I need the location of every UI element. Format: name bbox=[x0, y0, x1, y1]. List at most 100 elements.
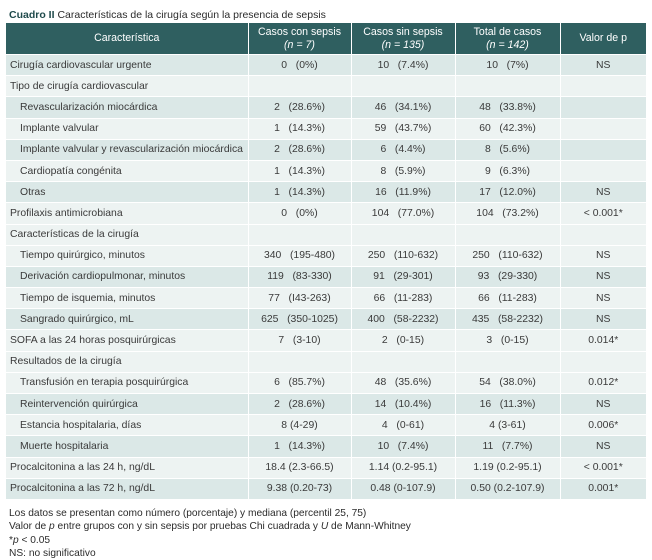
cell-characteristic: Tipo de cirugía cardiovascular bbox=[6, 75, 249, 97]
cell-without-sepsis: 16 (11.9%) bbox=[351, 181, 456, 203]
cell-characteristic: Reintervención quirúrgica bbox=[6, 392, 249, 415]
header-total: Total de casos (n = 142) bbox=[455, 23, 561, 55]
table-row: SOFA a las 24 horas posquirúrgicas 7 (3-1… bbox=[6, 329, 646, 352]
cell-with-sepsis: 77 (I43-263) bbox=[248, 287, 352, 309]
cell-p-value: NS bbox=[560, 265, 646, 288]
cell-total bbox=[455, 75, 561, 97]
cell-without-sepsis: 48 (35.6%) bbox=[351, 371, 456, 394]
cell-p-value: < 0.001* bbox=[560, 456, 646, 479]
table-row: Cirugía cardiovascular urgente 0 (0%) 10 (… bbox=[6, 53, 646, 76]
cell-characteristic: Resultados de la cirugía bbox=[6, 350, 249, 373]
header-without-sepsis: Casos sin sepsis (n = 135) bbox=[351, 23, 456, 55]
cell-p-value bbox=[560, 96, 646, 119]
table-row: Muerte hospitalaria 1 (14.3%) 10 (7.4%) 11 … bbox=[6, 435, 646, 458]
cell-with-sepsis: 2 (28.6%) bbox=[248, 392, 352, 415]
table-row: Procalcitonina a las 24 h, ng/dL 18.4 (2.… bbox=[6, 456, 646, 479]
cell-without-sepsis: 91 (29-301) bbox=[351, 265, 456, 288]
section-row: Resultados de la cirugía bbox=[6, 350, 646, 373]
cell-p-value: NS bbox=[560, 435, 646, 458]
header-row: Característica Casos con sepsis (n = 7) … bbox=[6, 23, 646, 55]
cell-without-sepsis: 66 (11-283) bbox=[351, 287, 456, 309]
cell-characteristic: Implante valvular y revascularización mi… bbox=[6, 138, 249, 161]
caption-text: Características de la cirugía según la p… bbox=[57, 9, 326, 21]
cell-with-sepsis: 7 (3-10) bbox=[248, 329, 352, 352]
cell-p-value: 0.012* bbox=[560, 371, 646, 394]
table-row: Procalcitonina a las 72 h, ng/dL 9.38 (0.… bbox=[6, 477, 646, 499]
header-characteristic: Característica bbox=[6, 23, 249, 55]
cell-without-sepsis bbox=[351, 350, 456, 373]
header-without-sepsis-n: (n = 135) bbox=[381, 38, 425, 51]
cell-without-sepsis: 10 (7.4%) bbox=[351, 53, 456, 76]
cell-p-value: NS bbox=[560, 287, 646, 309]
cell-total: 104 (73.2%) bbox=[455, 202, 561, 224]
cell-without-sepsis: 250 (110-632) bbox=[351, 244, 456, 267]
section-row: Características de la cirugía bbox=[6, 223, 646, 246]
cell-with-sepsis bbox=[248, 75, 352, 97]
footnote-ns: NS: no significativo bbox=[9, 547, 96, 559]
cell-p-value: NS bbox=[560, 181, 646, 203]
cell-without-sepsis: 400 (58-2232) bbox=[351, 308, 456, 330]
results-table: Característica Casos con sepsis (n = 7) … bbox=[6, 23, 646, 499]
cell-characteristic: Revascularización miocárdica bbox=[6, 96, 249, 119]
cell-with-sepsis: 0 (0%) bbox=[248, 202, 352, 224]
cell-with-sepsis: 119 (83-330) bbox=[248, 265, 352, 288]
cell-characteristic: Cirugía cardiovascular urgente bbox=[6, 53, 249, 76]
table-row: Tiempo quirúrgico, minutos 340 (195-480) 2… bbox=[6, 244, 646, 267]
cell-total: 250 (110-632) bbox=[455, 244, 561, 267]
cell-p-value: 0.006* bbox=[560, 414, 646, 436]
cell-total: 8 (5.6%) bbox=[455, 138, 561, 161]
cell-total: 0.50 (0.2-107.9) bbox=[455, 477, 561, 499]
cell-without-sepsis: 6 (4.4%) bbox=[351, 138, 456, 161]
cell-without-sepsis: 10 (7.4%) bbox=[351, 435, 456, 458]
table-row: Cardiopatía congénita 1 (14.3%) 8 (5.9%) 9 … bbox=[6, 159, 646, 182]
cell-p-value bbox=[560, 75, 646, 97]
cell-characteristic: Profilaxis antimicrobiana bbox=[6, 202, 249, 224]
cell-characteristic: Procalcitonina a las 24 h, ng/dL bbox=[6, 456, 249, 479]
header-with-sepsis: Casos con sepsis (n = 7) bbox=[248, 23, 352, 55]
cell-p-value bbox=[560, 350, 646, 373]
section-row: Tipo de cirugía cardiovascular bbox=[6, 75, 646, 97]
table-row: Sangrado quirúrgico, mL 625 (350-1025) 400… bbox=[6, 308, 646, 330]
caption-label: Cuadro II bbox=[9, 9, 55, 21]
cell-with-sepsis: 1 (14.3%) bbox=[248, 159, 352, 182]
cell-without-sepsis bbox=[351, 75, 456, 97]
cell-total: 16 (11.3%) bbox=[455, 392, 561, 415]
cell-without-sepsis: 8 (5.9%) bbox=[351, 159, 456, 182]
table-body: Cirugía cardiovascular urgente 0 (0%) 10 (… bbox=[6, 53, 646, 499]
cell-total: 66 (11-283) bbox=[455, 287, 561, 309]
cell-characteristic: Muerte hospitalaria bbox=[6, 435, 249, 458]
footnote-significance: *p < 0.05 bbox=[9, 534, 51, 546]
cell-p-value: NS bbox=[560, 308, 646, 330]
cell-with-sepsis: 6 (85.7%) bbox=[248, 371, 352, 394]
cell-without-sepsis: 0.48 (0-107.9) bbox=[351, 477, 456, 499]
header-with-sepsis-title: Casos con sepsis bbox=[257, 25, 342, 38]
cell-p-value: < 0.001* bbox=[560, 202, 646, 224]
cell-without-sepsis: 104 (77.0%) bbox=[351, 202, 456, 224]
cell-with-sepsis: 1 (14.3%) bbox=[248, 117, 352, 140]
cell-characteristic: Implante valvular bbox=[6, 117, 249, 140]
cell-characteristic: Otras bbox=[6, 181, 249, 203]
cell-total: 435 (58-2232) bbox=[455, 308, 561, 330]
cell-characteristic: Sangrado quirúrgico, mL bbox=[6, 308, 249, 330]
cell-total: 1.19 (0.2-95.1) bbox=[455, 456, 561, 479]
cell-total: 9 (6.3%) bbox=[455, 159, 561, 182]
cell-with-sepsis: 625 (350-1025) bbox=[248, 308, 352, 330]
cell-total bbox=[455, 223, 561, 246]
cell-with-sepsis: 2 (28.6%) bbox=[248, 96, 352, 119]
table-row: Revascularización miocárdica 2 (28.6%) 46 … bbox=[6, 96, 646, 119]
cell-characteristic: Procalcitonina a las 72 h, ng/dL bbox=[6, 477, 249, 499]
table-row: Reintervención quirúrgica 2 (28.6%) 14 (10… bbox=[6, 392, 646, 415]
cell-with-sepsis: 2 (28.6%) bbox=[248, 138, 352, 161]
cell-without-sepsis: 14 (10.4%) bbox=[351, 392, 456, 415]
cell-without-sepsis: 2 (0-15) bbox=[351, 329, 456, 352]
table-row: Transfusión en terapia posquirúrgica 6 (8… bbox=[6, 371, 646, 394]
cell-with-sepsis: 18.4 (2.3-66.5) bbox=[248, 456, 352, 479]
header-p-value: Valor de p bbox=[560, 23, 646, 55]
header-total-title: Total de casos bbox=[473, 25, 542, 38]
cell-with-sepsis: 1 (14.3%) bbox=[248, 435, 352, 458]
table-row: Implante valvular 1 (14.3%) 59 (43.7%) 60 (… bbox=[6, 117, 646, 140]
footnote-tests: Valor de p entre grupos con y sin sepsis… bbox=[9, 521, 411, 533]
cell-characteristic: Características de la cirugía bbox=[6, 223, 249, 246]
cell-p-value bbox=[560, 159, 646, 182]
